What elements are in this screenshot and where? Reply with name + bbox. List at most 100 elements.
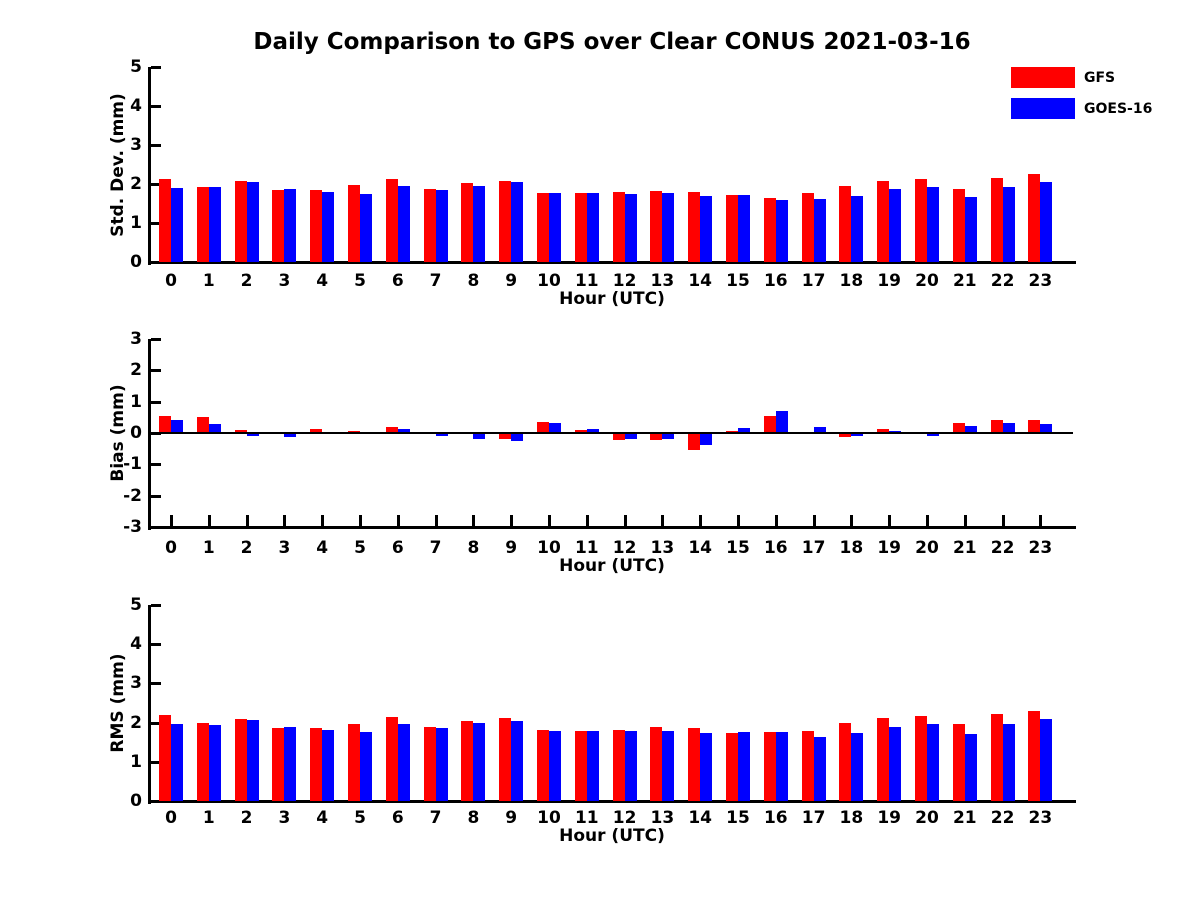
bar-goes-16-hour-16 — [775, 411, 788, 433]
legend-item-gfs: GFS — [1011, 62, 1152, 93]
bar-gfs-hour-8 — [461, 183, 474, 262]
x-tick-label: 19 — [877, 538, 902, 558]
bar-goes-16-hour-6 — [397, 185, 410, 262]
bar-gfs-hour-23 — [1028, 173, 1041, 262]
bar-goes-16-hour-11 — [586, 731, 599, 801]
x-tick-label: 10 — [537, 538, 561, 558]
bar-gfs-hour-15 — [726, 194, 738, 262]
bar-gfs-hour-13 — [650, 433, 663, 441]
zero-line — [151, 432, 1073, 434]
x-tick-mark — [434, 515, 438, 527]
x-tick-label: 6 — [391, 271, 404, 291]
y-tick-mark — [151, 643, 161, 647]
bar-goes-16-hour-16 — [775, 732, 788, 801]
gfs-legend-label: GFS — [1084, 69, 1116, 86]
bar-gfs-hour-2 — [234, 719, 247, 801]
x-tick-label: 7 — [429, 808, 442, 828]
x-axis-title: Hour (UTC) — [559, 289, 665, 309]
bar-goes-16-hour-1 — [208, 186, 221, 262]
bar-gfs-hour-18 — [839, 722, 852, 801]
x-tick-label: 8 — [467, 271, 480, 291]
x-tick-label: 1 — [202, 271, 215, 291]
bar-goes-16-hour-21 — [964, 196, 977, 262]
bar-goes-16-hour-3 — [284, 189, 297, 262]
x-tick-label: 6 — [391, 538, 404, 558]
x-tick-label: 16 — [763, 538, 788, 558]
bar-gfs-hour-6 — [385, 179, 398, 262]
goes16-legend-swatch — [1011, 98, 1075, 119]
bar-gfs-hour-11 — [574, 731, 587, 801]
x-tick-label: 15 — [726, 808, 750, 828]
bar-goes-16-hour-15 — [738, 427, 750, 433]
x-tick-mark — [926, 515, 929, 527]
x-tick-label: 1 — [202, 538, 215, 558]
y-tick-mark — [151, 222, 161, 225]
x-tick-label: 13 — [650, 808, 675, 828]
y-tick-mark — [151, 682, 161, 686]
bar-goes-16-hour-12 — [624, 193, 637, 262]
bar-gfs-hour-20 — [915, 178, 927, 262]
x-tick-label: 21 — [952, 538, 977, 558]
y-tick-label: 0 — [130, 252, 142, 272]
x-tick-label: 6 — [391, 808, 404, 828]
bar-gfs-hour-23 — [1028, 710, 1041, 801]
bar-goes-16-hour-23 — [1040, 424, 1053, 433]
bar-goes-16-hour-12 — [624, 433, 637, 439]
x-tick-label: 16 — [763, 271, 788, 291]
bar-gfs-hour-11 — [574, 430, 587, 433]
x-tick-label: 15 — [726, 271, 750, 291]
bar-goes-16-hour-2 — [246, 720, 259, 801]
bar-gfs-hour-22 — [990, 419, 1003, 433]
x-tick-label: 12 — [612, 808, 637, 828]
bar-goes-16-hour-15 — [738, 732, 750, 801]
y-tick-mark — [151, 526, 161, 529]
x-tick-mark — [396, 515, 400, 527]
bar-gfs-hour-11 — [574, 192, 587, 262]
y-tick-label: 4 — [130, 96, 142, 116]
x-tick-label: 4 — [316, 538, 329, 558]
bar-gfs-hour-6 — [385, 427, 398, 433]
x-tick-mark — [737, 515, 740, 527]
x-tick-label: 18 — [839, 808, 864, 828]
x-tick-label: 0 — [165, 808, 177, 828]
bar-goes-16-hour-14 — [700, 733, 713, 801]
y-tick-label: 1 — [130, 751, 142, 772]
x-tick-label: 23 — [1028, 538, 1053, 558]
y-tick-mark — [151, 400, 161, 404]
bar-gfs-hour-12 — [612, 433, 625, 440]
bar-goes-16-hour-8 — [473, 433, 486, 439]
x-tick-label: 14 — [688, 538, 713, 558]
x-tick-label: 19 — [877, 808, 902, 828]
x-tick-label: 14 — [688, 271, 713, 291]
y-tick-label: 0 — [130, 791, 142, 811]
bar-gfs-hour-6 — [385, 717, 398, 801]
y-tick-label: 1 — [130, 213, 142, 233]
x-tick-mark — [510, 515, 514, 527]
bar-goes-16-hour-18 — [851, 433, 864, 436]
x-tick-label: 12 — [612, 538, 637, 558]
bar-gfs-hour-17 — [801, 731, 814, 801]
y-tick-mark — [151, 760, 161, 764]
x-tick-label: 20 — [915, 271, 939, 291]
x-tick-label: 5 — [354, 538, 366, 558]
x-tick-label: 23 — [1028, 271, 1053, 291]
bar-goes-16-hour-9 — [511, 182, 524, 262]
bar-goes-16-hour-8 — [473, 723, 486, 801]
bar-goes-16-hour-0 — [171, 187, 183, 262]
x-tick-label: 22 — [990, 271, 1015, 291]
bar-gfs-hour-19 — [877, 428, 890, 433]
bar-goes-16-hour-7 — [435, 728, 448, 801]
x-tick-label: 3 — [278, 808, 291, 828]
gfs-legend-swatch — [1011, 67, 1075, 88]
bar-gfs-hour-0 — [159, 714, 171, 801]
bar-gfs-hour-3 — [272, 189, 285, 262]
x-tick-label: 20 — [915, 538, 939, 558]
bar-goes-16-hour-3 — [284, 433, 297, 437]
x-tick-mark — [585, 515, 589, 527]
y-tick-label: -1 — [123, 454, 142, 475]
y-tick-mark — [151, 369, 161, 373]
bar-gfs-hour-2 — [234, 181, 247, 262]
bar-goes-16-hour-14 — [700, 433, 713, 445]
x-tick-label: 2 — [240, 808, 253, 828]
x-tick-mark — [283, 515, 287, 527]
